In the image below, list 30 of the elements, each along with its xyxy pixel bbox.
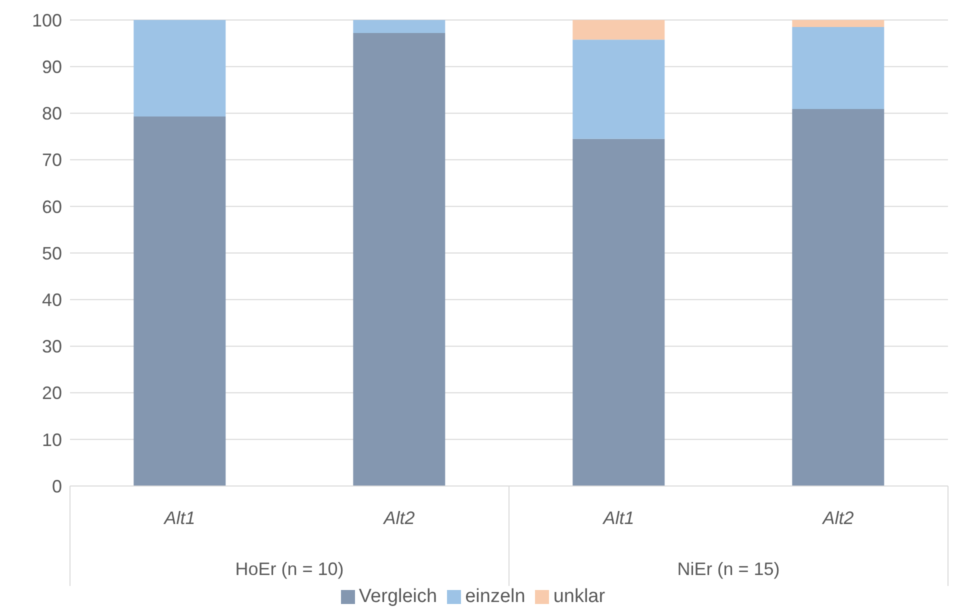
y-tick-label: 20	[42, 383, 62, 404]
bar	[572, 20, 665, 40]
text: HoEr (n = 10)	[235, 559, 344, 579]
x-tick-label: Alt2	[382, 508, 415, 528]
y-tick-label: 40	[42, 290, 62, 310]
x-tick-label: Alt1	[163, 508, 196, 528]
y-tick-label: 70	[42, 150, 62, 170]
y-tick-label: 30	[42, 336, 62, 357]
y-tick-label: 10	[42, 430, 62, 450]
y-tick-label: 100	[32, 10, 62, 30]
bar	[134, 116, 226, 486]
bar	[792, 20, 884, 27]
legend-label: unklar	[553, 586, 606, 607]
y-tick-label: 0	[52, 476, 62, 496]
text: NiEr (n = 15)	[677, 559, 780, 579]
y-tick-label: 90	[42, 56, 62, 77]
y-tick-label: 80	[42, 104, 62, 124]
bar	[353, 20, 446, 34]
y-tick-label: 50	[42, 243, 62, 264]
legend-label: Vergleich	[358, 586, 438, 607]
x-tick-label: Alt1	[602, 508, 634, 528]
legend-label: einzeln	[465, 586, 526, 607]
bar	[572, 40, 665, 139]
bar	[134, 20, 226, 116]
bar	[572, 138, 665, 486]
x-tick-label: Alt2	[822, 508, 854, 528]
bar	[353, 33, 446, 486]
bar	[792, 109, 884, 486]
y-tick-label: 60	[42, 196, 62, 217]
bar	[792, 26, 884, 110]
